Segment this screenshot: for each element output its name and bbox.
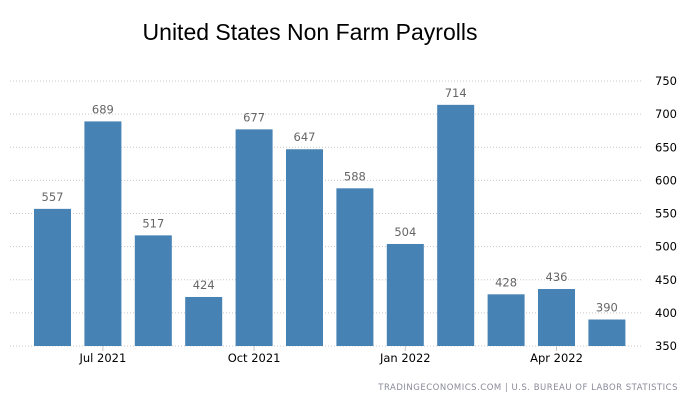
x-tick-label: Apr 2022 xyxy=(530,351,583,365)
data-label: 677 xyxy=(243,110,265,124)
data-label: 390 xyxy=(596,301,618,315)
y-tick-label: 650 xyxy=(655,140,677,154)
y-tick-label: 450 xyxy=(655,273,677,287)
y-tick-label: 350 xyxy=(655,339,677,353)
bar xyxy=(286,149,323,346)
y-tick-label: 550 xyxy=(655,207,677,221)
bar xyxy=(185,296,223,346)
data-label: 647 xyxy=(294,130,316,144)
bar xyxy=(437,104,475,346)
bar xyxy=(134,235,172,346)
x-tick-label: Jan 2022 xyxy=(379,351,431,365)
data-label: 557 xyxy=(42,190,64,204)
y-tick-label: 400 xyxy=(655,306,677,320)
data-label: 424 xyxy=(193,278,215,292)
y-tick-label: 700 xyxy=(655,107,677,121)
data-label: 504 xyxy=(394,225,416,239)
y-tick-label: 750 xyxy=(655,74,677,88)
y-tick-label: 500 xyxy=(655,240,677,254)
data-label: 689 xyxy=(92,102,114,116)
chart-title: United States Non Farm Payrolls xyxy=(143,19,478,45)
data-label: 517 xyxy=(142,216,164,230)
bar xyxy=(336,188,374,346)
bar xyxy=(487,294,525,346)
data-label: 436 xyxy=(546,270,568,284)
data-label: 428 xyxy=(495,275,517,289)
source-credit: TRADINGECONOMICS.COM | U.S. BUREAU OF LA… xyxy=(377,383,678,393)
bar xyxy=(588,319,626,346)
x-tick-label: Jul 2021 xyxy=(78,351,126,365)
bar xyxy=(84,121,122,346)
bar xyxy=(34,208,71,346)
bar xyxy=(235,129,273,346)
bar xyxy=(538,289,575,346)
data-label: 588 xyxy=(344,169,366,183)
data-label: 714 xyxy=(445,86,467,100)
bar xyxy=(386,243,424,346)
y-tick-label: 600 xyxy=(655,173,677,187)
x-tick-label: Oct 2021 xyxy=(228,351,281,365)
